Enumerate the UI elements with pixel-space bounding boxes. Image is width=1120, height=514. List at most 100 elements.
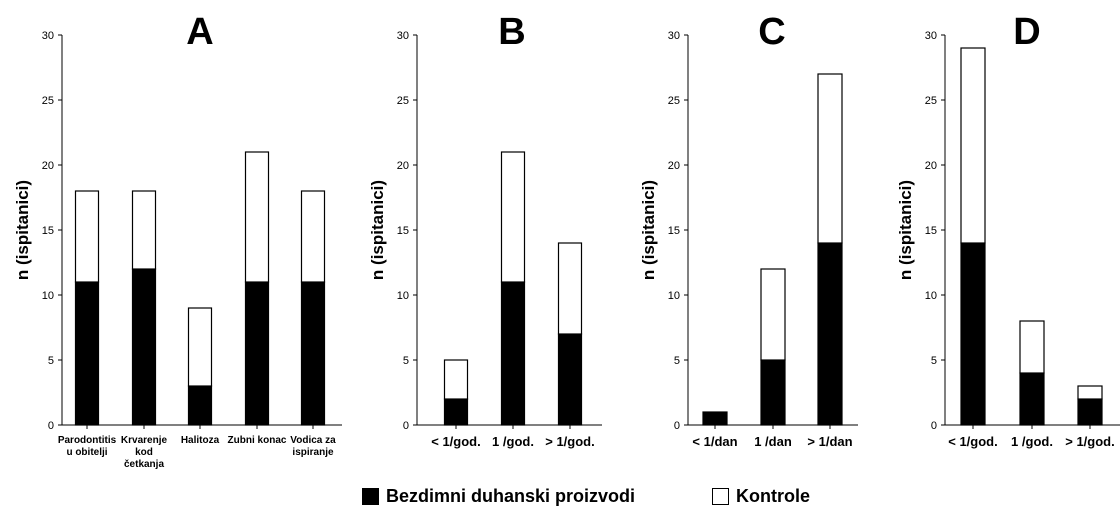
y-tick-label: 5	[48, 355, 54, 367]
x-tick-label-line: Parodontitis	[58, 435, 117, 446]
legend: Bezdimni duhanski proizvodi Kontrole	[0, 486, 1120, 514]
x-tick-label: Parodontitis u obitelji	[58, 435, 117, 458]
y-axis-label: n (ispitanici)	[896, 180, 915, 280]
y-tick-label: 0	[931, 420, 937, 432]
panel-b: B 0 5 10 15 20 25 30 n (ispitanici) < 1/god. 1 /go…	[368, 11, 602, 449]
y-tick-label: 20	[925, 160, 937, 172]
x-tick-label-line: Halitoza	[181, 435, 220, 446]
bar-kontrole	[1077, 385, 1103, 400]
y-tick-label: 30	[668, 30, 680, 42]
bar-bezdimni	[443, 398, 469, 426]
legend-swatch-kontrole	[712, 488, 729, 505]
x-tick-label-line: Zubni konac	[228, 435, 287, 446]
bar-bezdimni	[74, 281, 100, 426]
bar-bezdimni	[1019, 372, 1045, 426]
bar-kontrole	[443, 359, 469, 400]
bar-bezdimni	[1077, 398, 1103, 426]
y-tick-label: 15	[397, 225, 409, 237]
x-tick-label-line: u obitelji	[66, 447, 107, 458]
panel-title: D	[1013, 11, 1040, 53]
bar-bezdimni	[131, 268, 157, 426]
bar-bezdimni	[760, 359, 786, 426]
bar-kontrole	[187, 307, 213, 387]
x-tick-label-line: ispiranje	[292, 447, 334, 458]
x-tick-label: > 1/god.	[545, 434, 594, 449]
y-tick-label: 5	[403, 355, 409, 367]
bar-bezdimni	[702, 411, 728, 426]
y-axis-label: n (ispitanici)	[13, 180, 32, 280]
y-axis-label: n (ispitanici)	[368, 180, 387, 280]
bar-bezdimni	[817, 242, 843, 426]
bar-kontrole	[817, 73, 843, 244]
x-tick-label-line: < 1/god.	[431, 434, 480, 449]
y-tick-label: 10	[925, 290, 937, 302]
y-tick-label: 25	[668, 95, 680, 107]
y-tick-label: 30	[925, 30, 937, 42]
y-tick-label: 10	[668, 290, 680, 302]
panel-title: B	[498, 11, 525, 53]
y-tick-label: 10	[397, 290, 409, 302]
legend-label-kontrole: Kontrole	[736, 486, 810, 506]
bar-bezdimni	[960, 242, 986, 426]
y-tick-label: 20	[668, 160, 680, 172]
panel-a: A 0 5 10 15 20 25 30 n (ispitanici) Parodontitis u…	[13, 11, 342, 470]
x-tick-label: 1 /god.	[492, 434, 534, 449]
bar-kontrole	[1019, 320, 1045, 374]
bar-bezdimni	[300, 281, 326, 426]
x-tick-label-line: četkanja	[124, 459, 164, 470]
bar-kontrole	[960, 47, 986, 244]
bar-kontrole	[74, 190, 100, 283]
y-tick-label: 5	[674, 355, 680, 367]
y-tick-label: 5	[931, 355, 937, 367]
legend-item-kontrole: Kontrole	[712, 486, 810, 507]
x-tick-label: Krvarenje kod četkanja	[121, 435, 168, 470]
y-tick-label: 0	[403, 420, 409, 432]
x-tick-label: 1 /god.	[1011, 434, 1053, 449]
y-tick-label: 20	[397, 160, 409, 172]
y-tick-label: 25	[925, 95, 937, 107]
bar-kontrole	[500, 151, 526, 283]
y-tick-label: 25	[42, 95, 54, 107]
x-tick-label: < 1/god.	[431, 434, 480, 449]
panel-title: C	[758, 11, 785, 53]
x-tick-label-line: Vodica za	[290, 435, 336, 446]
x-tick-label-line: 1 /god.	[492, 434, 534, 449]
x-tick-label: < 1/god.	[948, 434, 997, 449]
panel-title: A	[186, 11, 213, 53]
x-tick-label: Zubni konac	[228, 435, 287, 446]
x-tick-label: Halitoza	[181, 435, 220, 446]
x-tick-label-line: > 1/god.	[545, 434, 594, 449]
bar-bezdimni	[500, 281, 526, 426]
bar-kontrole	[300, 190, 326, 283]
y-axis-label: n (ispitanici)	[639, 180, 658, 280]
bar-bezdimni	[244, 281, 270, 426]
y-tick-label: 15	[42, 225, 54, 237]
bar-bezdimni	[187, 385, 213, 426]
legend-item-bezdimni: Bezdimni duhanski proizvodi	[362, 486, 635, 507]
y-tick-label: 0	[48, 420, 54, 432]
bar-bezdimni	[557, 333, 583, 426]
x-tick-label: Vodica za ispiranje	[290, 435, 336, 458]
y-tick-label: 15	[668, 225, 680, 237]
x-tick-label: < 1/dan	[692, 434, 737, 449]
x-tick-label-line: 1 /god.	[1011, 434, 1053, 449]
x-tick-label-line: kod	[135, 447, 153, 458]
bar-kontrole	[244, 151, 270, 283]
y-tick-label: 30	[42, 30, 54, 42]
panel-c: C 0 5 10 15 20 25 30 n (ispitanici) < 1/dan 1 /dan…	[639, 11, 858, 449]
x-tick-label: > 1/dan	[807, 434, 852, 449]
x-tick-label: > 1/god.	[1065, 434, 1114, 449]
bar-kontrole	[131, 190, 157, 270]
x-tick-label-line: < 1/dan	[692, 434, 737, 449]
y-tick-label: 30	[397, 30, 409, 42]
y-tick-label: 20	[42, 160, 54, 172]
y-tick-label: 10	[42, 290, 54, 302]
x-tick-label-line: > 1/dan	[807, 434, 852, 449]
legend-label-bezdimni: Bezdimni duhanski proizvodi	[386, 486, 636, 506]
y-tick-label: 15	[925, 225, 937, 237]
bar-kontrole	[557, 242, 583, 335]
x-tick-label-line: Krvarenje	[121, 435, 168, 446]
panel-d: D 0 5 10 15 20 25 30 n (ispitanici) < 1/god. 1 /go…	[896, 11, 1120, 449]
x-tick-label-line: < 1/god.	[948, 434, 997, 449]
